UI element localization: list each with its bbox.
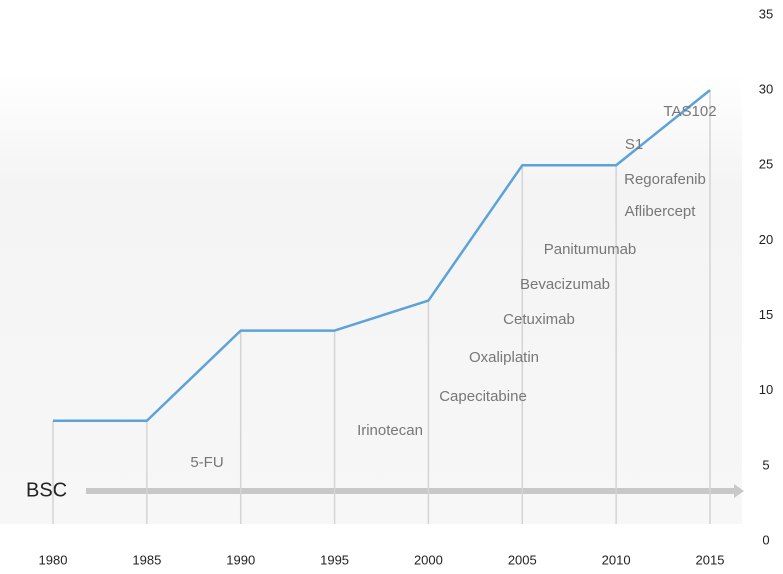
drug-annotation: Regorafenib: [624, 171, 706, 188]
x-tick-label: 1985: [132, 552, 161, 567]
drug-annotation: S1: [625, 136, 643, 153]
y-tick-label: 20: [759, 232, 773, 247]
y-tick-label: 30: [759, 82, 773, 97]
y-tick-label: 35: [759, 6, 773, 21]
y-tick-label: 25: [759, 157, 773, 172]
drug-annotation: Oxaliplatin: [469, 349, 539, 366]
plot-background: [0, 72, 742, 524]
drug-annotation: TAS102: [663, 103, 716, 120]
x-tick-label: 1980: [39, 552, 68, 567]
y-tick-label: 10: [759, 382, 773, 397]
baseline-label: BSC: [26, 479, 67, 501]
y-tick-label: 0: [762, 532, 769, 547]
x-tick-label: 1995: [320, 552, 349, 567]
drug-annotation: 5-FU: [190, 454, 223, 471]
y-tick-label: 5: [762, 457, 769, 472]
y-tick-label: 15: [759, 307, 773, 322]
x-tick-label: 2010: [602, 552, 631, 567]
x-tick-label: 1990: [226, 552, 255, 567]
data-line: [53, 89, 711, 423]
drug-annotation: Aflibercept: [625, 203, 697, 220]
x-tick-label: 2005: [508, 552, 537, 567]
arrow-head: [734, 484, 744, 498]
x-tick-label: 2000: [414, 552, 443, 567]
drug-annotation: Panitumumab: [544, 241, 637, 258]
drug-annotation: Cetuximab: [503, 311, 575, 328]
drug-annotation: Bevacizumab: [520, 276, 610, 293]
drug-annotation: Capecitabine: [439, 388, 527, 405]
x-tick-label: 2015: [696, 552, 725, 567]
drug-annotation: Irinotecan: [357, 422, 423, 439]
